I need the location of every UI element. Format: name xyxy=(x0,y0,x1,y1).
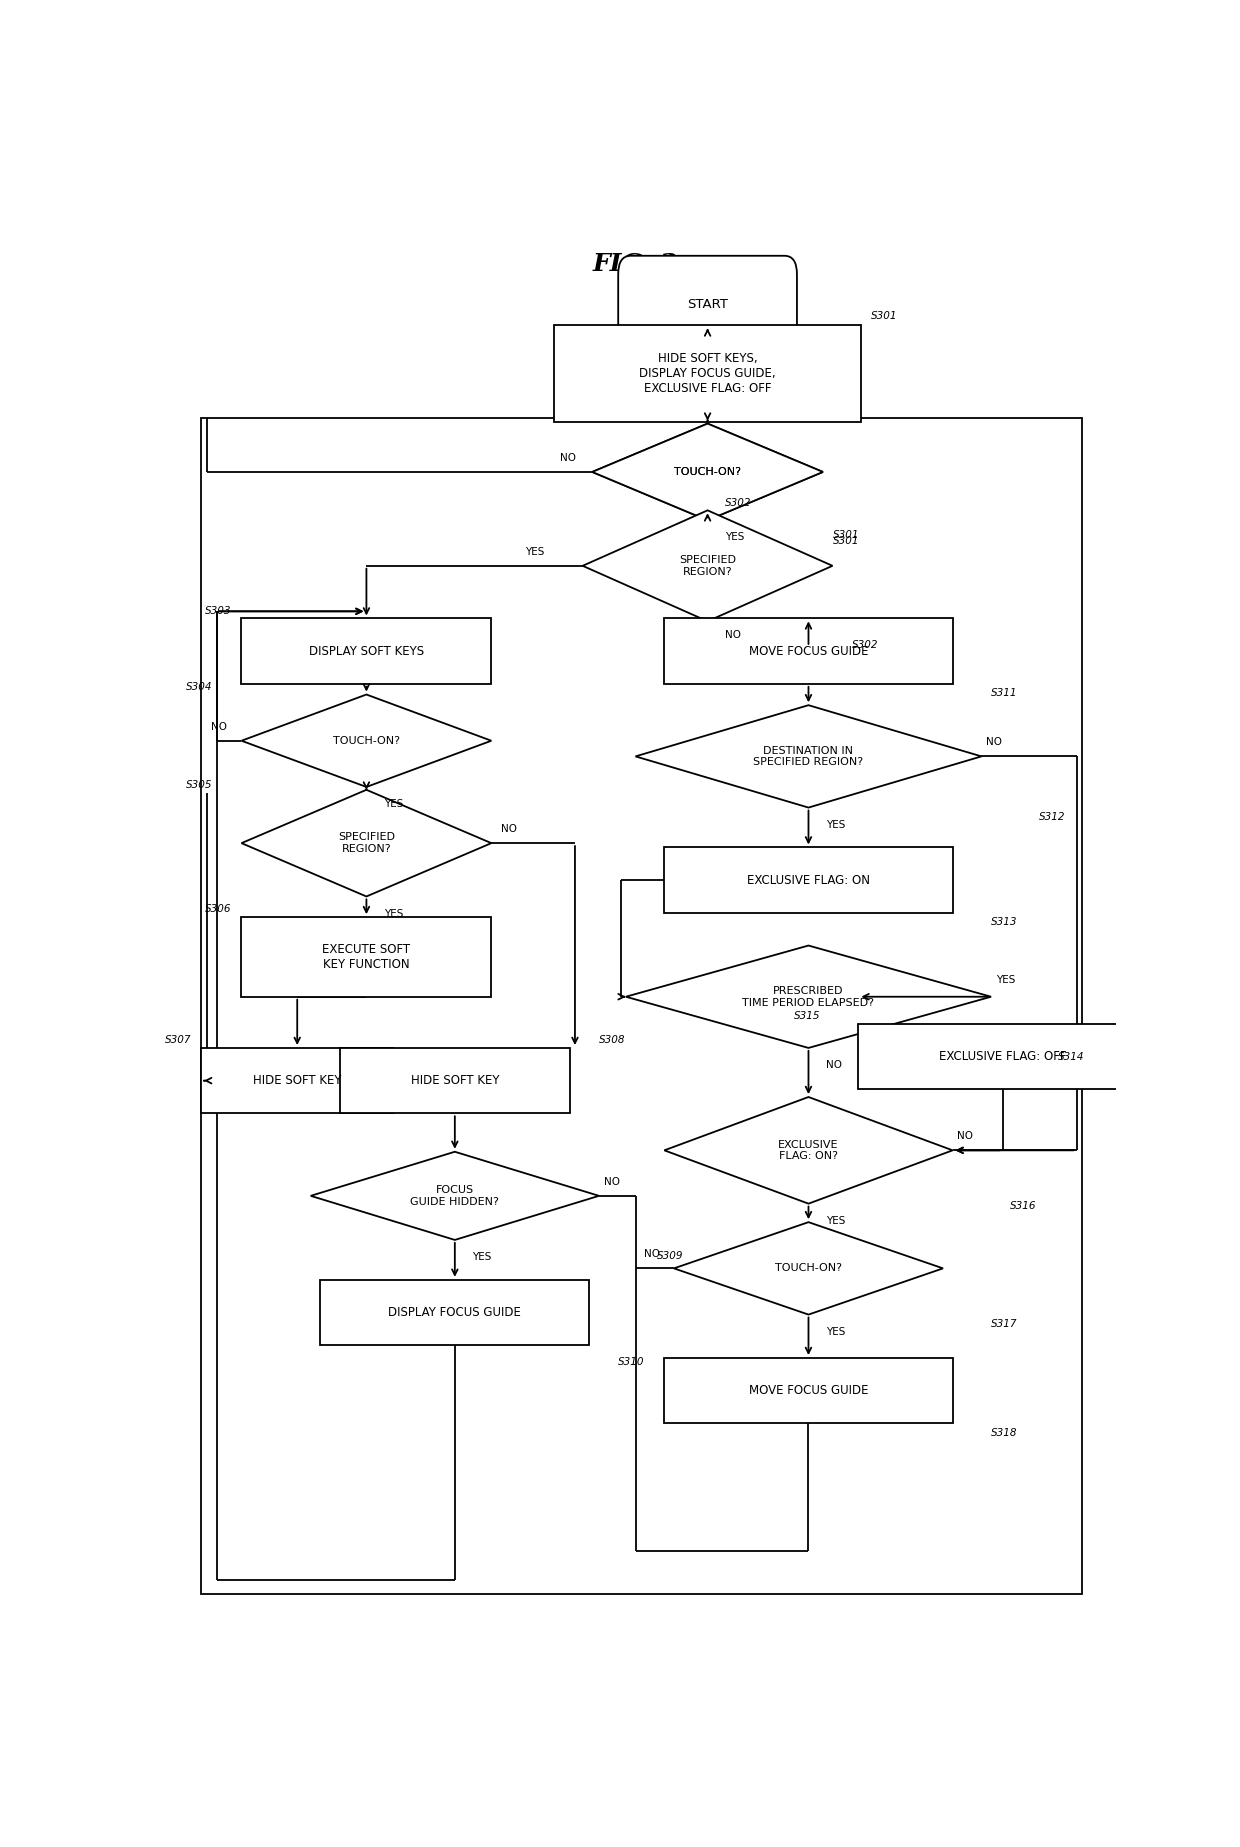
Text: FIG. 3: FIG. 3 xyxy=(593,253,678,277)
Text: YES: YES xyxy=(725,532,744,543)
Text: MOVE FOCUS GUIDE: MOVE FOCUS GUIDE xyxy=(749,1383,868,1396)
Polygon shape xyxy=(626,946,991,1047)
Bar xyxy=(340,1047,570,1114)
Bar xyxy=(665,848,952,912)
Text: S313: S313 xyxy=(991,918,1018,927)
Bar xyxy=(201,1047,393,1114)
Text: S303: S303 xyxy=(206,606,232,615)
Text: HIDE SOFT KEY: HIDE SOFT KEY xyxy=(253,1075,341,1088)
Text: S310: S310 xyxy=(619,1356,645,1367)
FancyBboxPatch shape xyxy=(619,255,797,353)
Bar xyxy=(201,417,1083,1594)
Text: NO: NO xyxy=(957,1130,973,1141)
Text: EXECUTE SOFT
KEY FUNCTION: EXECUTE SOFT KEY FUNCTION xyxy=(322,944,410,972)
Text: S316: S316 xyxy=(1011,1201,1037,1212)
Text: S301: S301 xyxy=(870,310,898,321)
Text: SPECIFIED
REGION?: SPECIFIED REGION? xyxy=(680,554,737,576)
Text: MOVE FOCUS GUIDE: MOVE FOCUS GUIDE xyxy=(749,645,868,658)
Polygon shape xyxy=(242,791,491,896)
Text: NO: NO xyxy=(986,737,1002,748)
Text: EXCLUSIVE FLAG: OFF: EXCLUSIVE FLAG: OFF xyxy=(939,1049,1066,1064)
Text: NO: NO xyxy=(644,1249,660,1260)
Text: TOUCH-ON?: TOUCH-ON? xyxy=(332,735,401,746)
Text: YES: YES xyxy=(826,820,846,829)
Polygon shape xyxy=(583,510,832,621)
Polygon shape xyxy=(593,423,823,521)
Text: S302: S302 xyxy=(852,639,878,650)
Text: FOCUS
GUIDE HIDDEN?: FOCUS GUIDE HIDDEN? xyxy=(410,1186,500,1206)
Text: DISPLAY FOCUS GUIDE: DISPLAY FOCUS GUIDE xyxy=(388,1306,521,1319)
Text: S317: S317 xyxy=(991,1319,1018,1328)
Text: S305: S305 xyxy=(186,779,213,791)
Text: S311: S311 xyxy=(991,689,1018,698)
Text: TOUCH-ON?: TOUCH-ON? xyxy=(675,467,742,477)
Text: S314: S314 xyxy=(1059,1053,1085,1062)
Text: START: START xyxy=(687,297,728,310)
Text: S304: S304 xyxy=(186,682,213,691)
Text: S306: S306 xyxy=(206,905,232,914)
Text: S312: S312 xyxy=(1039,813,1065,822)
Polygon shape xyxy=(665,1097,952,1204)
Text: S309: S309 xyxy=(657,1250,683,1262)
Polygon shape xyxy=(242,694,491,787)
Text: YES: YES xyxy=(826,1215,846,1226)
Text: S302: S302 xyxy=(725,499,751,508)
Text: EXCLUSIVE FLAG: ON: EXCLUSIVE FLAG: ON xyxy=(746,874,870,887)
Text: EXCLUSIVE
FLAG: ON?: EXCLUSIVE FLAG: ON? xyxy=(779,1140,838,1162)
Text: S301: S301 xyxy=(832,530,859,539)
Text: NO: NO xyxy=(560,453,577,464)
Text: NO: NO xyxy=(604,1177,620,1186)
Polygon shape xyxy=(593,423,823,521)
Text: YES: YES xyxy=(383,800,403,809)
Text: NO: NO xyxy=(211,722,227,731)
Text: TOUCH-ON?: TOUCH-ON? xyxy=(675,467,742,477)
Text: TOUCH-ON?: TOUCH-ON? xyxy=(775,1263,842,1273)
Bar xyxy=(665,1358,952,1424)
Text: YES: YES xyxy=(525,547,544,556)
Bar xyxy=(320,1280,589,1345)
Text: NO: NO xyxy=(725,630,740,641)
Text: NO: NO xyxy=(826,1060,842,1069)
Polygon shape xyxy=(635,706,982,807)
Text: YES: YES xyxy=(472,1252,491,1262)
Text: S307: S307 xyxy=(165,1034,191,1045)
Bar xyxy=(242,918,491,997)
Text: YES: YES xyxy=(383,909,403,918)
Text: S315: S315 xyxy=(794,1010,820,1021)
Text: HIDE SOFT KEYS,
DISPLAY FOCUS GUIDE,
EXCLUSIVE FLAG: OFF: HIDE SOFT KEYS, DISPLAY FOCUS GUIDE, EXC… xyxy=(640,353,776,395)
Text: NO: NO xyxy=(501,824,517,833)
Text: YES: YES xyxy=(826,1326,846,1337)
Text: S308: S308 xyxy=(599,1034,625,1045)
Polygon shape xyxy=(311,1153,599,1239)
Text: DISPLAY SOFT KEYS: DISPLAY SOFT KEYS xyxy=(309,645,424,658)
Text: PRESCRIBED
TIME PERIOD ELAPSED?: PRESCRIBED TIME PERIOD ELAPSED? xyxy=(743,986,874,1007)
Text: S318: S318 xyxy=(991,1428,1018,1437)
Text: YES: YES xyxy=(996,975,1016,984)
Text: SPECIFIED
REGION?: SPECIFIED REGION? xyxy=(339,833,394,853)
Text: HIDE SOFT KEY: HIDE SOFT KEY xyxy=(410,1075,498,1088)
Bar xyxy=(242,619,491,683)
Polygon shape xyxy=(675,1223,944,1315)
Text: DESTINATION IN
SPECIFIED REGION?: DESTINATION IN SPECIFIED REGION? xyxy=(754,746,863,767)
Bar xyxy=(665,619,952,683)
Text: S301: S301 xyxy=(832,536,859,547)
Bar xyxy=(554,325,862,423)
Bar xyxy=(858,1023,1147,1090)
